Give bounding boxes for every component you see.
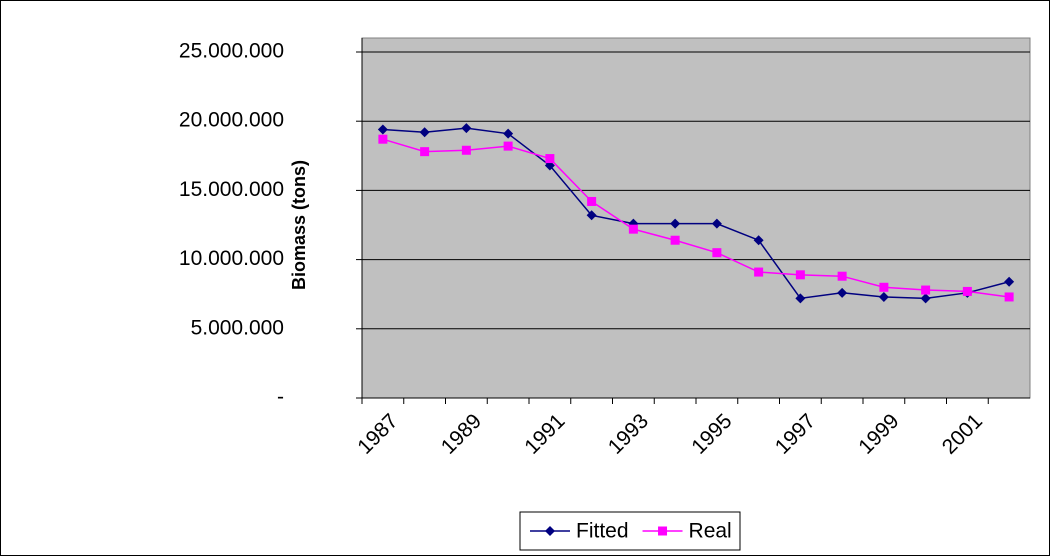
y-tick-label: 25.000.000 [179,40,284,63]
legend-marker [545,526,555,536]
y-tick-label: 10.000.000 [179,247,284,270]
legend-label: Real [689,520,732,543]
data-point [587,196,597,206]
y-tick-label: - [277,386,284,409]
data-point [712,248,722,258]
data-point [1004,292,1014,302]
data-point [879,282,889,292]
data-point [378,134,388,144]
data-point [461,145,471,155]
data-point [503,128,514,139]
data-point [586,210,597,221]
legend-marker [658,526,668,536]
data-point [795,293,806,304]
data-point [711,218,722,229]
y-tick-label: 5.000.000 [191,316,284,339]
series-line [382,138,1010,298]
plot-area [361,37,1031,399]
y-tick-label: 20.000.000 [179,109,284,132]
data-point [795,270,805,280]
data-point [878,291,889,302]
data-point [628,224,638,234]
legend-label: Fitted [576,520,629,543]
data-point [921,285,931,295]
data-point [920,293,931,304]
data-point [420,147,430,157]
data-point [419,127,430,138]
data-point [461,123,472,134]
data-point [670,218,681,229]
data-point [754,267,764,277]
data-point [377,124,388,135]
data-point [545,154,555,164]
data-point [1004,276,1015,287]
data-point [503,141,513,151]
data-point [837,287,848,298]
data-point [753,235,764,246]
y-tick-label: 15.000.000 [179,178,284,201]
series-line [382,127,1010,300]
y-axis-label: Biomass (tons) [289,160,309,290]
data-point [670,235,680,245]
data-point [962,286,972,296]
data-point [837,271,847,281]
